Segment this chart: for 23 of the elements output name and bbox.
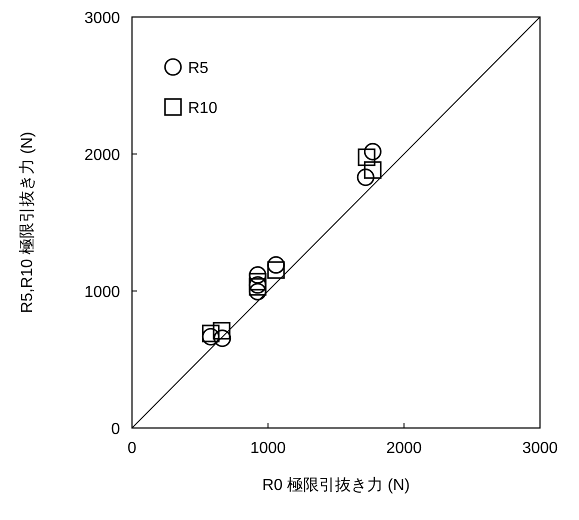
y-tick-label: 2000 [84, 147, 120, 164]
x-tick-label: 3000 [522, 440, 558, 457]
y-tick-label: 3000 [84, 10, 120, 27]
x-tick-label: 0 [128, 440, 137, 457]
x-tick-label: 2000 [386, 440, 422, 457]
point [248, 272, 266, 290]
legend-label: R5 [188, 60, 209, 77]
point [358, 148, 376, 166]
point [267, 256, 285, 274]
point [356, 168, 374, 186]
legend-label: R10 [188, 100, 218, 117]
point [248, 266, 266, 284]
y-axis-title: R5,R10 極限引抜き力 (N) [18, 132, 36, 314]
y-tick-label: 0 [111, 421, 120, 438]
point [364, 142, 382, 160]
point [212, 322, 230, 340]
point [364, 161, 382, 179]
point [267, 261, 285, 279]
y-tick-label: 1000 [84, 284, 120, 301]
x-tick-label: 1000 [250, 440, 286, 457]
x-axis-title: R0 極限引抜き力 (N) [262, 476, 410, 494]
point [214, 329, 232, 348]
point [202, 324, 220, 342]
